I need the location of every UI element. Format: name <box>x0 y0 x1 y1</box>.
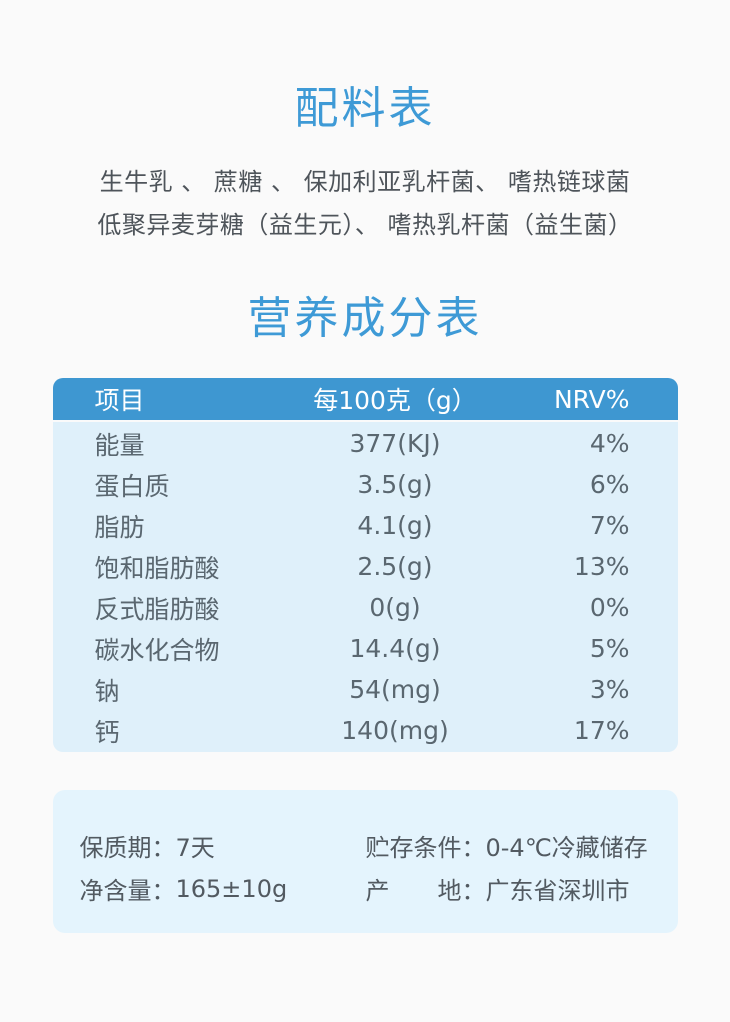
table-row: 钙 140(mg) 17% <box>53 710 678 751</box>
net-content-value: 165±10g <box>175 874 288 903</box>
row-nrv: 5% <box>589 634 630 663</box>
origin-value: 广东省深圳市 <box>485 877 630 905</box>
shelf-life: 保质期： 7天 <box>80 824 366 867</box>
table-row: 能量 377(KJ) 4% <box>53 423 678 464</box>
row-item: 钙 <box>94 717 120 747</box>
nutrition-table-body: 能量 377(KJ) 4% 蛋白质 3.5(g) 6% 脂肪 4.1(g) 7%… <box>52 422 678 752</box>
row-nrv: 3% <box>589 675 630 704</box>
storage-info-box: 保质期： 7天 贮存条件： 0-4℃冷藏储存 净含量： 165±10g 产 地： 广东省… <box>52 790 678 933</box>
storage-condition-label: 贮存条件： <box>365 834 486 862</box>
origin-label: 产 地： <box>365 877 486 905</box>
row-item: 能量 <box>94 430 145 460</box>
row-nrv: 17% <box>573 716 630 745</box>
table-row: 反式脂肪酸 0(g) 0% <box>53 587 678 628</box>
row-per100g: 54(mg) <box>349 675 441 704</box>
nutrition-table-header: 项目 每100克（g） NRV% <box>52 378 678 420</box>
row-nrv: 7% <box>589 511 630 540</box>
ingredients-list: 生牛乳 、 蔗糖 、 保加利亚乳杆菌、 嗜热链球菌 低聚异麦芽糖（益生元）、 嗜… <box>0 161 730 247</box>
net-content: 净含量： 165±10g <box>80 867 366 910</box>
storage-condition: 贮存条件： 0-4℃冷藏储存 <box>366 824 678 867</box>
row-per100g: 2.5(g) <box>357 552 433 581</box>
row-item: 碳水化合物 <box>94 635 220 665</box>
net-content-label: 净含量： <box>79 877 176 905</box>
row-per100g: 4.1(g) <box>357 511 433 540</box>
row-per100g: 0(g) <box>369 593 421 622</box>
row-nrv: 0% <box>589 593 630 622</box>
row-nrv: 4% <box>589 429 630 458</box>
header-nrv: NRV% <box>553 384 630 414</box>
storage-condition-value: 0-4℃冷藏储存 <box>485 834 648 862</box>
row-nrv: 6% <box>589 470 630 499</box>
nutrition-title: 营养成分表 <box>247 293 483 344</box>
ingredients-line-2: 低聚异麦芽糖（益生元）、 嗜热乳杆菌（益生菌） <box>97 211 633 239</box>
nutrition-table: 项目 每100克（g） NRV% 能量 377(KJ) 4% 蛋白质 3.5(g… <box>52 378 678 752</box>
ingredients-line-1: 生牛乳 、 蔗糖 、 保加利亚乳杆菌、 嗜热链球菌 <box>99 168 631 196</box>
shelf-life-value: 7天 <box>175 834 215 862</box>
row-per100g: 140(mg) <box>341 716 449 745</box>
row-nrv: 13% <box>573 552 630 581</box>
table-row: 碳水化合物 14.4(g) 5% <box>53 628 678 669</box>
row-per100g: 377(KJ) <box>349 429 441 458</box>
row-item: 脂肪 <box>94 512 145 542</box>
row-item: 反式脂肪酸 <box>94 594 220 624</box>
table-row: 饱和脂肪酸 2.5(g) 13% <box>53 546 678 587</box>
row-per100g: 14.4(g) <box>349 634 441 663</box>
row-item: 饱和脂肪酸 <box>94 553 220 583</box>
header-per100g: 每100克（g） <box>313 386 477 415</box>
header-item: 项目 <box>94 386 145 415</box>
table-row: 蛋白质 3.5(g) 6% <box>53 464 678 505</box>
table-row: 钠 54(mg) 3% <box>53 669 678 710</box>
row-item: 钠 <box>94 676 120 706</box>
table-row: 脂肪 4.1(g) 7% <box>53 505 678 546</box>
row-item: 蛋白质 <box>94 471 170 501</box>
shelf-life-label: 保质期： <box>79 834 176 862</box>
ingredients-title: 配料表 <box>294 83 436 134</box>
row-per100g: 3.5(g) <box>357 470 433 499</box>
origin: 产 地： 广东省深圳市 <box>366 867 678 910</box>
